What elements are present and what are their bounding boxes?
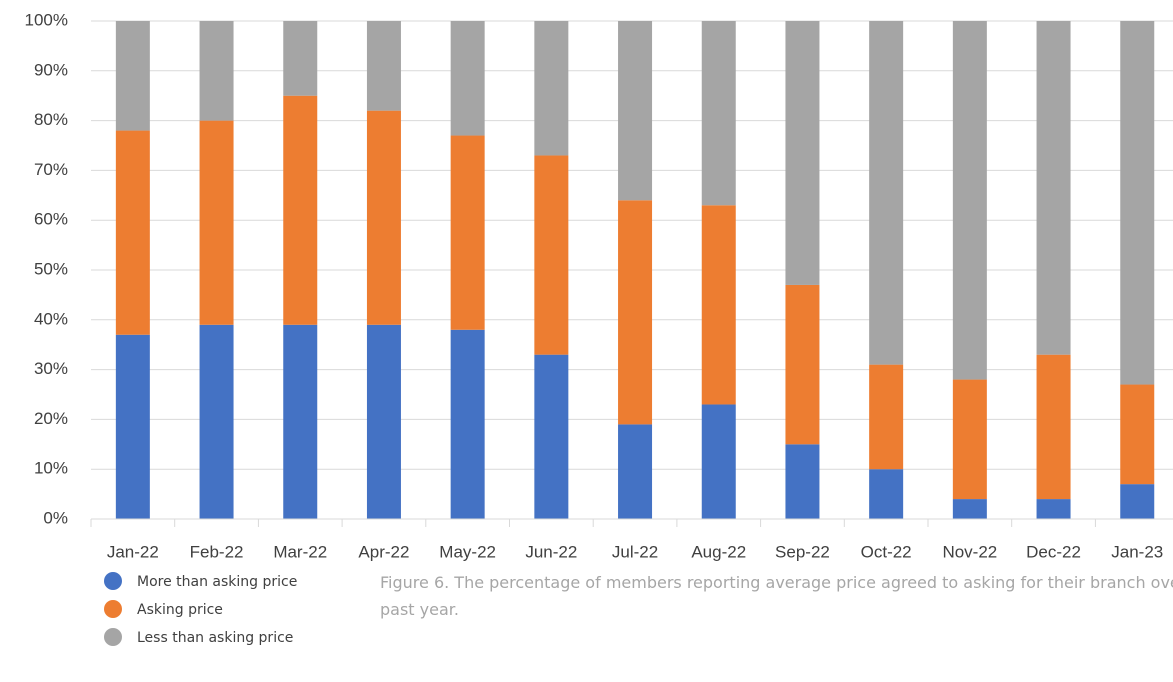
x-tick-label: Oct-22 (861, 542, 912, 561)
bar-segment (450, 329, 485, 519)
bar-segment (1036, 21, 1071, 355)
bar-segment (952, 21, 987, 380)
bar-segment (534, 21, 569, 156)
x-tick-label: Jul-22 (612, 542, 658, 561)
bar-segment (283, 324, 318, 519)
caption: Figure 6. The percentage of members repo… (380, 573, 1173, 619)
bar-segment (1120, 384, 1155, 485)
bar-segment (450, 21, 485, 136)
legend-marker (104, 628, 122, 646)
y-tick-label: 60% (34, 210, 68, 229)
bar-segment (952, 379, 987, 500)
bar-segment (283, 21, 318, 96)
bar-segment (1036, 499, 1071, 519)
legend-label: Less than asking price (137, 630, 293, 646)
x-tick-label: Feb-22 (190, 542, 244, 561)
bar-segment (618, 200, 653, 425)
bar-segment (199, 21, 234, 121)
bar-segment (869, 469, 904, 519)
x-tick-label: Dec-22 (1026, 542, 1081, 561)
legend-label: Asking price (137, 602, 223, 618)
x-tick-label: Nov-22 (942, 542, 997, 561)
bar-segment (534, 354, 569, 519)
x-tick-label: Aug-22 (691, 542, 746, 561)
bar-segment (366, 21, 401, 111)
bar-segment (1120, 21, 1155, 385)
x-tick-label: Sep-22 (775, 542, 830, 561)
x-tick-label: Apr-22 (358, 542, 409, 561)
y-tick-label: 0% (43, 508, 68, 527)
bar-segment (366, 324, 401, 519)
y-tick-label: 80% (34, 110, 68, 129)
bar-segment (199, 120, 234, 325)
bar-segment (952, 499, 987, 519)
y-tick-label: 20% (34, 409, 68, 428)
bar-segment (618, 424, 653, 519)
y-tick-label: 100% (25, 10, 68, 29)
legend-marker (104, 600, 122, 618)
bar-segment (785, 444, 820, 519)
x-tick-label: Jan-23 (1111, 542, 1163, 561)
bar-segment (785, 21, 820, 285)
x-tick-label: Mar-22 (273, 542, 327, 561)
bar-segment (115, 130, 150, 335)
x-tick-label: Jun-22 (525, 542, 577, 561)
y-tick-label: 10% (34, 459, 68, 478)
legend-label: More than asking price (137, 574, 297, 590)
x-tick-label: Jan-22 (107, 542, 159, 561)
bar-segment (701, 404, 736, 519)
y-tick-label: 30% (34, 359, 68, 378)
x-tick-label: May-22 (439, 542, 496, 561)
bar-segment (1036, 354, 1071, 500)
bar-segment (115, 334, 150, 519)
y-tick-label: 50% (34, 259, 68, 278)
y-tick-label: 90% (34, 60, 68, 79)
bar-segment (199, 324, 234, 519)
bar-segment (618, 21, 653, 201)
bar-segment (701, 205, 736, 405)
bar-segment (869, 21, 904, 365)
bar-segment (366, 110, 401, 325)
bar-segment (283, 95, 318, 325)
bar-segment (785, 284, 820, 445)
y-tick-label: 40% (34, 309, 68, 328)
bar-segment (115, 21, 150, 131)
bar-segment (701, 21, 736, 206)
bar-segment (1120, 484, 1155, 519)
legend-marker (104, 572, 122, 590)
bar-segment (534, 155, 569, 355)
y-tick-label: 70% (34, 160, 68, 179)
bar-segment (869, 364, 904, 470)
bar-segment (450, 135, 485, 330)
